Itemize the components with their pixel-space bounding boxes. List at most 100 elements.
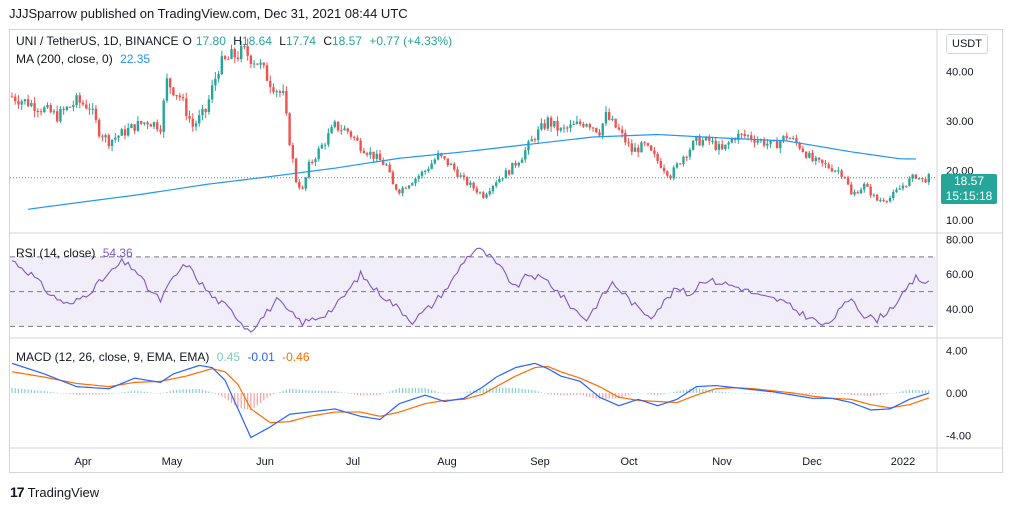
symbol-title[interactable]: UNI / TetherUS, 1D, BINANCE (16, 34, 179, 48)
macd-hist-bar (589, 393, 591, 398)
candle-body (127, 128, 130, 136)
macd-hist-bar (647, 393, 649, 394)
candle-body (875, 194, 879, 201)
macd-hist-bar (776, 393, 778, 394)
macd-hist-bar (176, 389, 178, 393)
candle-body (846, 177, 850, 185)
ma-label[interactable]: MA (200, close, 0) (16, 52, 113, 66)
candle-body (607, 112, 611, 120)
candle-body (249, 55, 253, 64)
macd-hist-bar (37, 390, 39, 393)
macd-hist-bar (450, 393, 452, 394)
current-price: 18.57 (953, 174, 985, 188)
macd-hist-bar (598, 393, 601, 400)
macd-hist-bar (460, 392, 462, 394)
candle-body (733, 138, 737, 140)
macd-label[interactable]: MACD (12, 26, close, 9, EMA, EMA) (16, 350, 210, 364)
rsi-label[interactable]: RSI (14, close) (16, 246, 96, 260)
candle-body (582, 123, 585, 127)
candle-body (675, 163, 679, 168)
candle-body (72, 105, 75, 107)
macd-hist-bar (508, 387, 510, 393)
candle-body (746, 135, 750, 137)
macd-hist-bar (75, 393, 78, 395)
macd-hist-bar (602, 393, 604, 400)
macd-hist-bar (230, 393, 233, 403)
macd-hist-bar (130, 390, 133, 393)
candle-body (553, 120, 556, 127)
macd-hist-bar (718, 391, 720, 393)
candle-body (569, 124, 572, 128)
candle-body (68, 106, 72, 108)
candle-body (485, 194, 488, 198)
macd-hist-bar (295, 389, 297, 393)
macd-hist-bar (418, 387, 420, 393)
low-value: 17.74 (285, 34, 316, 48)
macd-hist-bar (453, 393, 455, 394)
currency-button[interactable]: USDT (946, 34, 988, 54)
macd-hist-bar (627, 393, 630, 396)
candle-body (385, 164, 388, 166)
candle-body (172, 87, 175, 96)
candle-body (601, 123, 604, 136)
ma-200-line (28, 133, 916, 210)
time-tick-label: Dec (802, 456, 822, 468)
macd-hist-bar (550, 393, 552, 395)
macd-hist-bar (715, 391, 717, 393)
close-value: 18.57 (332, 34, 363, 48)
rsi-value: 54.36 (102, 246, 133, 260)
macd-hist-bar (272, 393, 275, 395)
candle-body (204, 108, 207, 113)
candle-body (259, 62, 262, 65)
macd-hist-bar (82, 393, 84, 395)
candle-body (853, 192, 856, 195)
macd-hist-bar (311, 390, 313, 393)
candle-body (88, 108, 91, 110)
macd-hist-bar (582, 393, 584, 396)
macd-hist-bar (469, 391, 471, 393)
macd-hist-bar (40, 390, 42, 393)
macd-hist-bar (540, 392, 543, 393)
candle-body (717, 144, 721, 150)
candle-body (859, 189, 863, 194)
candle-body (821, 159, 824, 163)
candle-body (372, 151, 375, 159)
candle-body (591, 127, 595, 129)
candle-body (236, 57, 240, 59)
candle-body (62, 108, 65, 110)
macd-hist-bar (53, 392, 55, 393)
macd-tick-label: 4.00 (946, 346, 967, 358)
candle-body (414, 178, 417, 184)
macd-hist-bar (27, 389, 29, 393)
candle-body (575, 121, 579, 124)
macd-hist-bar (870, 393, 872, 397)
macd-hist-bar (928, 390, 930, 393)
tradingview-logo-icon[interactable]: 17 (10, 484, 25, 500)
macd-hist-bar (544, 393, 546, 394)
macd-hist-bar (356, 393, 359, 395)
candle-body (97, 119, 101, 137)
macd-hist-bar (243, 393, 246, 409)
candle-body (311, 161, 314, 163)
macd-hist-bar (753, 393, 756, 394)
candle-body (646, 143, 650, 146)
candle-body (830, 168, 834, 172)
macd-hist-bar (611, 393, 614, 399)
macd-hist-bar (50, 391, 52, 393)
candle-body (404, 187, 408, 189)
macd-hist-bar (650, 393, 652, 395)
candle-body (139, 121, 143, 124)
macd-hist-bar (666, 393, 668, 394)
candle-body (317, 148, 320, 160)
macd-hist-bar (824, 393, 827, 394)
candle-body (546, 117, 550, 129)
candle-body (511, 162, 514, 175)
candle-body (659, 160, 663, 168)
macd-hist-bar (915, 389, 917, 393)
macd-hist-bar (792, 393, 794, 395)
footer-brand[interactable]: TradingView (27, 484, 100, 500)
macd-hist-bar (205, 390, 207, 393)
macd-hist-bar (214, 393, 216, 394)
candle-body (46, 105, 49, 108)
